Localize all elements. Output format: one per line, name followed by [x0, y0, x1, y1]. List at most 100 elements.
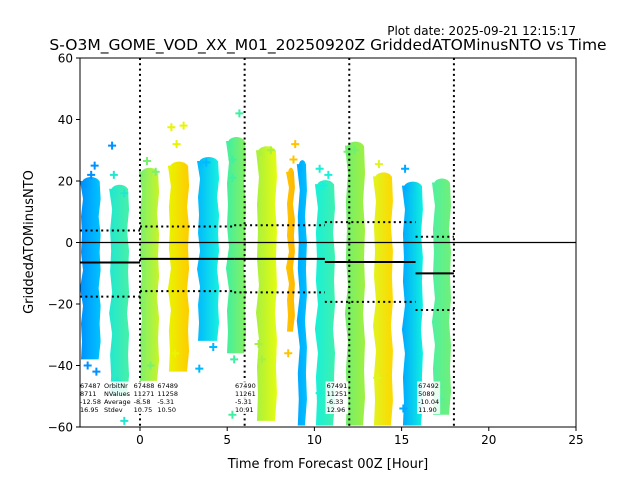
annotation-header: OrbitNr NValues Average Stdev	[102, 381, 132, 414]
annotation-line: 10.91	[235, 406, 254, 414]
outlier-marker	[209, 343, 218, 352]
plot-date: Plot date: 2025-09-21 12:15:17	[387, 24, 576, 38]
outlier-marker	[399, 404, 408, 413]
data-strip	[431, 182, 451, 415]
y-tick-label: 0	[65, 236, 73, 250]
data-strip	[401, 185, 423, 426]
annotation-background	[417, 381, 441, 414]
annotation-line: 67489	[157, 382, 178, 390]
annotation-line: Average	[104, 398, 131, 406]
data-strip	[167, 165, 190, 372]
x-tick-label: 5	[223, 433, 231, 447]
orbit-annotation: 67488 11271 -8.58 10.75	[132, 381, 156, 414]
annotation-text: 67492 5089 -10.04 11.90	[418, 382, 439, 414]
data-strip-cap	[169, 161, 189, 174]
annotation-line: Stdev	[104, 406, 123, 414]
annotation-text: 67489 11258 -5.31 10.50	[157, 382, 178, 414]
outlier-marker	[172, 140, 181, 149]
annotation-line: 11.90	[418, 406, 437, 414]
outlier-marker	[235, 109, 244, 118]
annotation-line: -8.58	[134, 398, 151, 406]
outlier-marker	[90, 161, 99, 170]
data-strip	[197, 161, 220, 341]
annotation-line: 5089	[418, 390, 435, 398]
annotation-line: 10.75	[134, 406, 153, 414]
outlier-marker	[266, 146, 275, 155]
outlier-marker	[87, 170, 96, 179]
annotation-line: 11258	[157, 390, 178, 398]
annotation-line: 67487	[80, 382, 101, 390]
annotation-line: 11251	[327, 390, 348, 398]
outlier-marker	[350, 146, 359, 155]
data-strip-cap	[374, 172, 392, 185]
annotation-line: -5.31	[235, 398, 252, 406]
plot-area	[80, 58, 576, 427]
outlier-marker	[120, 416, 129, 425]
outlier-marker	[315, 164, 324, 173]
data-strip-cap	[298, 160, 306, 173]
data-strip	[255, 150, 277, 421]
annotation-line: -12.58	[80, 398, 101, 406]
annotation-line: 16.95	[80, 406, 99, 414]
outlier-marker	[258, 355, 267, 364]
data-strip	[296, 164, 307, 426]
y-tick-label: 60	[58, 52, 73, 66]
x-tick-label: 20	[481, 433, 496, 447]
annotation-text: 67487 8711 -12.58 16.95	[80, 382, 101, 414]
outlier-marker	[92, 367, 101, 376]
annotation-background	[325, 381, 349, 414]
outlier-marker	[228, 173, 237, 182]
annotation-background	[156, 381, 180, 414]
x-tick-label: 0	[136, 433, 144, 447]
outlier-marker	[324, 170, 333, 179]
annotation-line: 12.96	[327, 406, 346, 414]
outlier-marker	[289, 155, 298, 164]
outlier-marker	[151, 167, 160, 176]
outlier-marker	[170, 349, 179, 358]
outlier-marker	[373, 373, 382, 382]
data-strip	[109, 188, 130, 397]
annotation-line: -5.31	[157, 398, 174, 406]
annotation-text: 67488 11271 -8.58 10.75	[134, 382, 155, 414]
data-strip-cap	[257, 146, 276, 159]
annotation-text: 67490 11261 -5.31 10.91	[235, 382, 256, 414]
y-axis-label: GriddedATOMinusNTO	[22, 170, 37, 314]
x-tick-label: 10	[307, 433, 322, 447]
chart-title: S-O3M_GOME_VOD_XX_M01_20250920Z GriddedA…	[49, 36, 606, 55]
outlier-marker	[319, 181, 328, 190]
outlier-marker	[108, 141, 117, 150]
data-strip-cap	[82, 177, 100, 189]
outlier-marker	[202, 158, 211, 167]
y-tick-label: −20	[48, 298, 73, 312]
y-tick-label: −60	[48, 421, 73, 435]
annotation-line: 67490	[235, 382, 256, 390]
y-tick-label: 40	[58, 113, 73, 127]
data-strip	[225, 141, 247, 354]
annotation-line: 67491	[327, 382, 348, 390]
annotation-text: 67491 11251 -6.33 12.96	[327, 382, 348, 414]
annotation-line: NValues	[104, 390, 131, 398]
y-tick-label: 20	[58, 175, 73, 189]
x-tick-label: 15	[394, 433, 409, 447]
annotation-background	[79, 381, 102, 414]
orbit-annotation: 67487 8711 -12.58 16.95	[79, 381, 102, 414]
annotation-background	[234, 381, 257, 414]
annotation-background	[102, 381, 132, 414]
outlier-marker	[374, 160, 383, 169]
outlier-marker	[142, 157, 151, 166]
orbit-annotation: 67489 11258 -5.31 10.50	[156, 381, 180, 414]
annotation-background	[132, 381, 156, 414]
annotation-line: 67492	[418, 382, 439, 390]
orbit-annotation: 67492 5089 -10.04 11.90	[417, 381, 441, 414]
data-strip	[285, 171, 295, 332]
data-strip-cap	[403, 181, 422, 194]
outlier-marker	[109, 170, 118, 179]
x-tick-label: 25	[568, 433, 583, 447]
outlier-marker	[228, 155, 237, 164]
annotation-line: -10.04	[418, 398, 439, 406]
data-strip-cap	[227, 137, 246, 150]
outlier-marker	[254, 339, 263, 348]
outlier-marker	[228, 410, 237, 419]
outlier-marker	[179, 121, 188, 130]
